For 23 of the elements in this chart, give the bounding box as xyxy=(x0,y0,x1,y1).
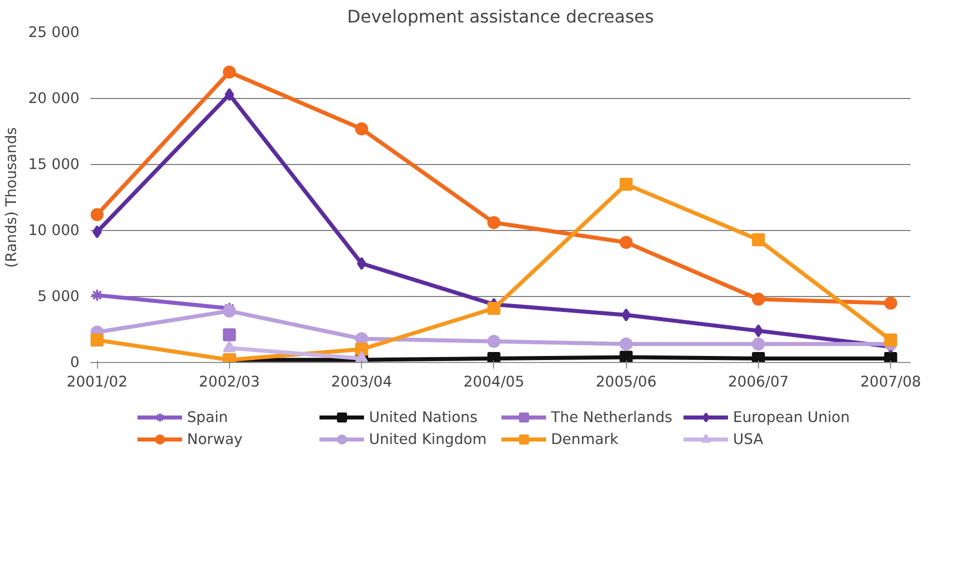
x-tick-label: 2001/02 xyxy=(66,374,128,390)
x-tick-label: 2002/03 xyxy=(198,374,260,390)
x-tick-label: 2003/04 xyxy=(331,374,392,390)
x-tick-label: 2004/05 xyxy=(463,374,524,390)
x-tick-label: 2005/06 xyxy=(596,374,657,390)
x-tick-label: 2007/08 xyxy=(860,374,922,390)
legend-label: European Union xyxy=(733,408,851,426)
legend-label: USA xyxy=(733,430,764,448)
legend-label: Spain xyxy=(187,408,229,426)
chart-title: Development assistance decreases xyxy=(347,8,654,28)
y-tick-label: 20 000 xyxy=(28,90,80,107)
y-tick-label: 10 000 xyxy=(28,222,80,239)
legend-label: The Netherlands xyxy=(551,408,674,426)
y-tick-label: 25 000 xyxy=(28,24,80,41)
legend-label: United Nations xyxy=(369,408,478,426)
legend-label: Denmark xyxy=(551,430,620,448)
y-tick-label: 0 xyxy=(70,354,80,371)
y-axis-title: (Rands) Thousands xyxy=(3,127,20,268)
legend-label: Norway xyxy=(187,430,244,448)
y-tick-label: 15 000 xyxy=(28,156,80,173)
x-tick-label: 2006/07 xyxy=(728,374,789,390)
y-tick-label: 5 000 xyxy=(38,288,80,305)
legend-label: United Kingdom xyxy=(369,430,488,448)
